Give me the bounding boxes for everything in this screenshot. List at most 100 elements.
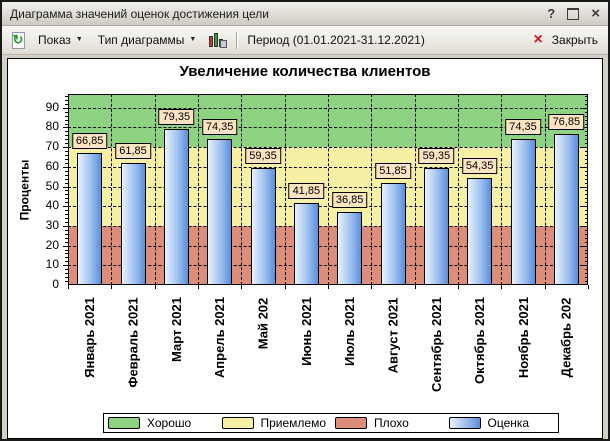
y-axis-tick [65,214,68,216]
x-axis-label: Февраль 2021 [125,296,141,388]
y-axis-tick-right [585,174,588,176]
y-axis-tick-right [585,151,588,153]
v-gridline [111,94,113,285]
legend-label: Приемлемо [260,416,327,430]
x-axis-tick [371,285,373,289]
y-axis-tick-right [585,273,588,275]
v-gridline [284,94,286,285]
bar-value-label: 59,35 [245,148,281,165]
y-axis-tick [65,115,68,117]
y-axis-tick-right [585,131,588,133]
y-axis-label: 90 [45,99,59,114]
y-axis-tick [65,119,68,121]
y-axis-tick-right [585,155,588,157]
maximize-icon[interactable] [567,7,580,20]
window-controls: ? × [547,5,600,22]
y-axis-tick-right [583,127,588,129]
y-axis-tick [65,269,68,271]
y-axis-tick [65,229,68,231]
legend-swatch [221,417,254,429]
chevron-down-icon: ▼ [189,36,197,43]
toolbar-separator [236,31,239,49]
y-axis-tick [65,253,68,255]
y-axis-tick-right [585,194,588,196]
close-button[interactable]: × Закрыть [530,31,600,49]
y-axis-tick [65,162,68,164]
y-axis-tick [65,241,68,243]
y-axis-label: 40 [45,198,59,213]
y-axis-tick-right [585,210,588,212]
y-axis-tick-right [585,281,588,283]
chart-title: Увеличение количества клиентов [179,63,431,80]
chart-bar [337,212,363,285]
show-button-label: Показ [38,33,71,47]
y-axis-tick-right [585,221,588,223]
chart: Увеличение количества клиентов Проценты … [7,58,603,439]
y-axis-tick [65,131,68,133]
y-axis-tick [65,155,68,157]
bar-chart-icon [214,33,219,47]
bar-chart-icon-button[interactable] [208,32,228,48]
v-gridline [198,94,199,285]
x-axis-label: Декабрь 202 [558,297,574,377]
y-axis-tick-right [583,166,588,168]
y-axis-tick-right [585,119,588,121]
y-axis-tick-right [585,190,588,192]
v-gridline [458,94,459,285]
refresh-button[interactable]: ↻ [10,32,26,49]
y-axis-label: 50 [45,178,59,193]
y-axis-label: 80 [45,119,59,134]
x-axis-tick [68,285,69,289]
y-axis-tick-right [585,123,588,125]
bar-chart-icon [209,36,214,47]
y-axis-tick [65,123,68,125]
x-axis-tick [458,285,459,289]
y-axis-tick [63,127,68,129]
x-axis-tick [544,285,546,289]
y-axis-tick [65,95,68,97]
y-axis-tick [65,277,68,279]
y-axis-tick [65,233,68,235]
y-axis-tick [65,158,68,160]
y-axis-tick [63,245,68,247]
y-axis-tick-right [585,139,588,141]
y-axis-tick [65,198,68,200]
y-axis-tick [65,111,68,113]
chart-type-button[interactable]: Тип диаграммы ▼ [95,31,200,49]
legend-item: Приемлемо [218,416,332,430]
y-axis-tick-right [583,186,588,188]
y-axis-tick [65,178,68,180]
y-axis-tick [63,107,68,109]
x-axis-label: Январь 2021 [82,297,98,378]
show-button[interactable]: Показ ▼ [35,31,86,49]
chart-bar [250,168,276,285]
x-axis-tick [198,285,199,289]
y-axis-tick-right [585,162,588,164]
x-axis-label: Ноябрь 2021 [515,296,531,379]
document-icon [12,32,25,49]
y-axis-tick [65,261,68,263]
bar-value-label: 41,85 [288,182,325,199]
y-axis-tick-right [585,257,588,259]
y-axis-tick-right [585,95,588,97]
y-axis-tick-right [583,265,588,267]
bar-value-label: 59,35 [418,148,455,165]
y-axis-tick [65,182,68,184]
v-gridline [371,94,373,285]
y-axis-label: 20 [45,237,59,252]
period-button[interactable]: Период (01.01.2021-31.12.2021) [247,33,425,47]
help-icon[interactable]: ? [547,6,556,21]
y-axis-tick [65,273,68,275]
y-axis-tick-right [585,115,588,117]
y-axis-tick-right [583,245,588,247]
y-axis-tick [65,174,68,176]
y-axis-tick [65,139,68,141]
chart-bar [293,202,319,285]
y-axis-tick-right [585,241,588,243]
v-gridline [154,94,156,285]
x-axis-tick [328,285,329,289]
close-icon[interactable]: × [591,5,600,22]
y-axis-tick-right [585,103,588,105]
y-axis-tick-right [585,277,588,279]
